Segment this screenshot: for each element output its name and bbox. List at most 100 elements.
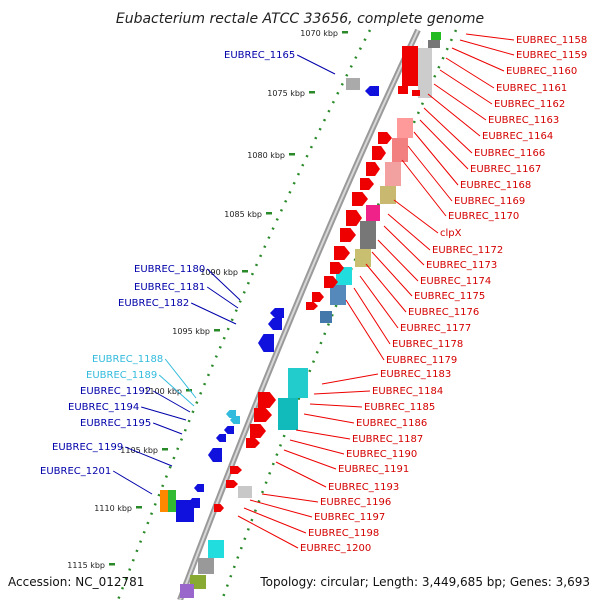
gene-label-left: EUBREC_1199 (52, 442, 123, 453)
gene-block (208, 540, 224, 558)
leader-line (158, 374, 195, 407)
leader-line (465, 33, 515, 41)
leader-line (445, 57, 495, 89)
gene-label-left: EUBREC_1201 (40, 466, 111, 477)
kbp-tick-label: 1100 kbp (144, 387, 182, 396)
gene-arrow-forward (312, 292, 324, 302)
gene-label-right: EUBREC_1176 (408, 307, 479, 318)
kbp-tick-mark (266, 212, 272, 215)
leader-line (296, 54, 336, 75)
gene-block (238, 486, 252, 498)
leader-line (433, 83, 487, 121)
kbp-tick-mark (309, 91, 315, 94)
gene-label-right: EUBREC_1196 (320, 497, 391, 508)
leader-line (383, 225, 425, 266)
gene-block (380, 186, 396, 204)
gene-arrow-reverse (224, 426, 234, 434)
kbp-tick-label: 1070 kbp (300, 29, 338, 38)
gene-arrow-forward (226, 480, 238, 488)
map-title: Eubacterium rectale ATCC 33656, complete… (116, 11, 484, 27)
gene-label-right: EUBREC_1177 (400, 323, 471, 334)
kbp-tick-label: 1085 kbp (224, 210, 262, 219)
gene-block (412, 90, 420, 96)
gene-block (402, 46, 418, 86)
gene-block (366, 205, 380, 221)
gene-label-left: EUBREC_1182 (118, 298, 189, 309)
leader-line (164, 358, 197, 399)
gene-arrow-forward (330, 262, 344, 274)
leader-line (295, 429, 351, 440)
gene-arrow-forward (254, 408, 272, 422)
gene-arrow-forward (372, 146, 386, 160)
gene-label-right: EUBREC_1173 (426, 260, 497, 271)
gene-arrow-forward (230, 466, 242, 474)
gene-arrow-forward (334, 246, 350, 260)
leader-line (353, 287, 391, 345)
gene-label-right: EUBREC_1193 (328, 482, 399, 493)
kbp-tick-mark (109, 563, 115, 566)
leader-line (321, 373, 379, 385)
gene-label-right: EUBREC_1184 (372, 386, 443, 397)
gene-arrow-reverse (208, 448, 222, 462)
gene-arrow-forward (378, 132, 392, 144)
gene-block (355, 249, 371, 267)
leader-line (190, 302, 237, 325)
gene-label-left: EUBREC_1192 (80, 386, 151, 397)
gene-block (278, 398, 298, 430)
gene-arrow-forward (346, 210, 362, 226)
leader-line (359, 275, 399, 329)
gene-label-right: EUBREC_1175 (414, 291, 485, 302)
gene-label-right: EUBREC_1169 (454, 196, 525, 207)
gene-block (346, 78, 360, 90)
kbp-tick-label: 1110 kbp (94, 504, 132, 513)
gene-block (160, 490, 170, 512)
leader-line (371, 251, 413, 297)
leader-line (377, 239, 419, 282)
genome-backbone-highlight (179, 29, 419, 601)
kbp-tick-mark (242, 270, 248, 273)
gene-label-right: EUBREC_1168 (460, 180, 531, 191)
gene-label-right: EUBREC_1186 (356, 418, 427, 429)
leader-line (289, 439, 345, 455)
gene-label-right: EUBREC_1183 (380, 369, 451, 380)
gene-label-right: EUBREC_1185 (364, 402, 435, 413)
gene-label-right: EUBREC_1179 (386, 355, 457, 366)
gene-arrow-reverse (270, 308, 284, 318)
leader-line (261, 493, 319, 503)
gene-label-right: EUBREC_1198 (308, 528, 379, 539)
gene-label-right: EUBREC_1178 (392, 339, 463, 350)
gene-block (385, 162, 401, 186)
leader-line (309, 403, 363, 408)
kbp-tick-mark (289, 153, 295, 156)
kbp-tick-mark (186, 389, 192, 392)
gene-label-left: EUBREC_1195 (80, 418, 151, 429)
gene-arrow-forward (366, 162, 380, 176)
kbp-tick-label: 1095 kbp (172, 327, 210, 336)
gene-block (428, 40, 440, 48)
gene-arrow-forward (324, 276, 338, 288)
gene-label-right: EUBREC_1166 (474, 148, 545, 159)
gene-label-right: EUBREC_1200 (300, 543, 371, 554)
outer-tick-ring (116, 29, 372, 601)
leader-line (206, 268, 241, 301)
leader-line (153, 422, 183, 435)
leader-line (393, 199, 439, 234)
gene-arrow-forward (258, 392, 276, 408)
gene-arrow-forward (352, 192, 368, 206)
gene-label-right: EUBREC_1163 (488, 115, 559, 126)
gene-block (431, 32, 441, 40)
gene-label-left: EUBREC_1180 (134, 264, 205, 275)
leader-line (345, 299, 385, 361)
leader-line (427, 93, 481, 137)
gene-block (288, 368, 308, 398)
gene-label-right: EUBREC_1190 (346, 449, 417, 460)
gene-arrow-reverse (268, 318, 282, 330)
gene-label-right: EUBREC_1187 (352, 434, 423, 445)
kbp-tick-mark (162, 448, 168, 451)
leader-line (112, 470, 153, 495)
leader-line (141, 406, 187, 421)
leader-line (283, 449, 337, 470)
gene-label-right: EUBREC_1159 (516, 50, 587, 61)
leader-line (459, 39, 515, 56)
